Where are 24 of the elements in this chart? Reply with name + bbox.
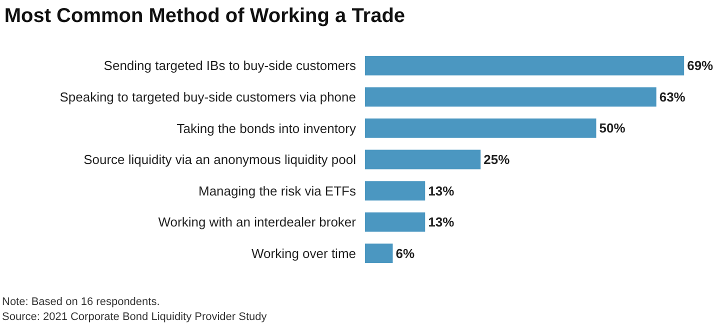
y-tick-label: Sending targeted IBs to buy-side customers xyxy=(104,58,356,74)
y-tick-label: Taking the bonds into inventory xyxy=(176,120,356,136)
bar xyxy=(365,56,684,76)
bar xyxy=(365,150,481,170)
data-label: 13% xyxy=(428,183,455,198)
data-label: 25% xyxy=(484,152,510,167)
data-label: 69% xyxy=(687,58,714,74)
data-label: 63% xyxy=(659,89,686,104)
source-note: Source: 2021 Corporate Bond Liquidity Provider Study xyxy=(2,311,268,323)
data-label: 13% xyxy=(428,214,455,230)
data-label: 6% xyxy=(396,246,415,261)
y-tick-label: Working with an interdealer broker xyxy=(158,214,357,230)
data-label: 50% xyxy=(599,120,626,136)
bar xyxy=(365,181,426,200)
y-tick-label: Managing the risk via ETFs xyxy=(198,183,356,198)
y-tick-label: Speaking to targeted buy-side customers via phone xyxy=(60,89,356,104)
bar xyxy=(365,244,393,264)
y-tick-label: Source liquidity via an anonymous liquidity pool xyxy=(84,152,356,168)
y-tick-label: Working over time xyxy=(251,246,356,261)
bar xyxy=(365,118,596,138)
text: Note: Based on 16 respondents. xyxy=(2,296,160,308)
bar xyxy=(365,87,656,107)
bar xyxy=(365,212,426,232)
text: Most Common Method of Working a Trade xyxy=(4,5,406,28)
